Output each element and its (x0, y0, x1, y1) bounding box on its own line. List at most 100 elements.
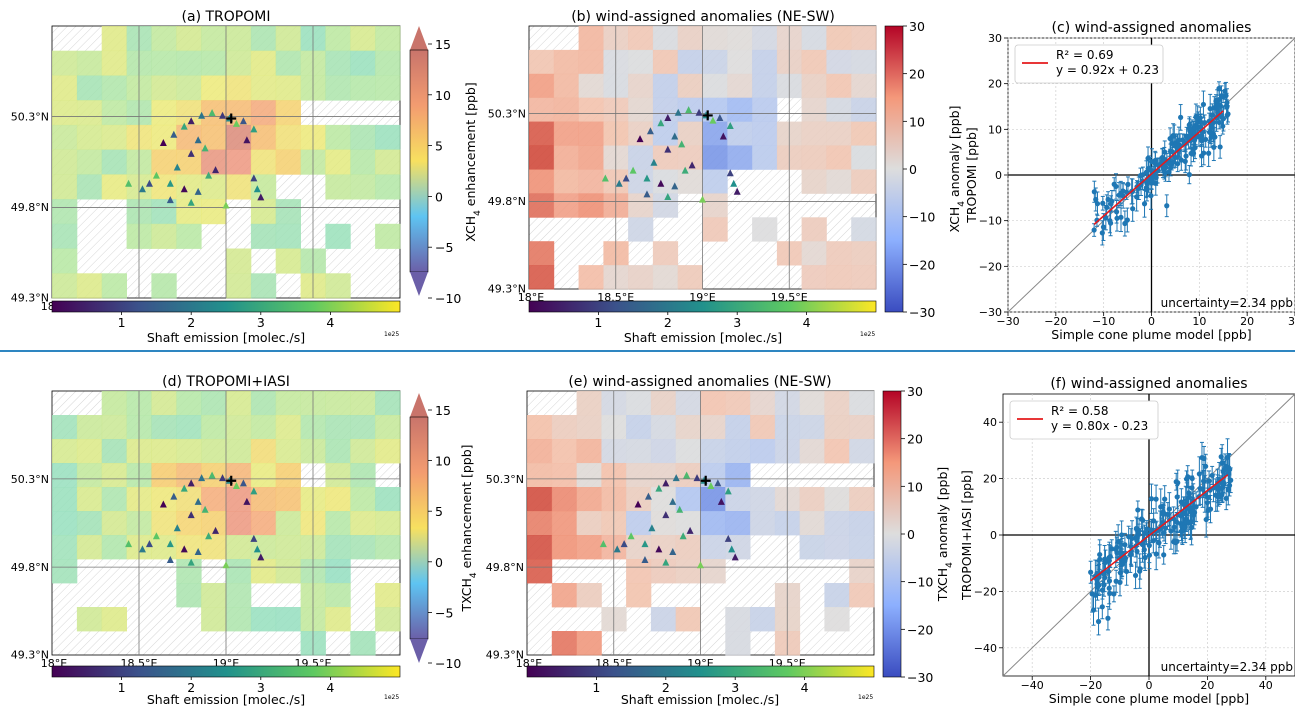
map-cell (750, 415, 776, 440)
scatter-point (1139, 541, 1146, 548)
map-cell (226, 391, 252, 416)
scatter-point (1216, 119, 1222, 126)
map-cell (626, 463, 652, 488)
map-cell (226, 50, 252, 76)
map-cell (76, 487, 103, 512)
map-cell (350, 439, 376, 464)
map-cell (849, 439, 875, 464)
shaft-marker (685, 106, 693, 114)
map-cell (325, 149, 351, 175)
shaft-marker (166, 179, 174, 187)
x-tick-label: −20 (1044, 315, 1067, 328)
map-cell (551, 463, 577, 488)
scatter-point (1113, 209, 1120, 215)
map-cell (250, 415, 277, 440)
scatter-point (1186, 520, 1192, 526)
map-cell (826, 241, 852, 266)
scatter-point (1207, 506, 1214, 512)
map-cell (578, 145, 604, 170)
shaft-colorbar-tick-label: 1 (594, 315, 602, 330)
shaft-marker (636, 135, 644, 143)
shaft-marker (125, 179, 133, 187)
map-cell (76, 124, 103, 150)
map-cell (226, 415, 252, 440)
scatter-point (1099, 230, 1105, 236)
map-cell (52, 511, 78, 536)
map-cell (652, 97, 679, 122)
map-cell (350, 391, 376, 416)
map-cell (76, 174, 103, 200)
scatter-point (1105, 196, 1111, 203)
map-cell (226, 511, 252, 536)
map-cell (652, 241, 679, 266)
map-cell (101, 75, 127, 101)
legend-r2-label: R² = 0.69 (1056, 48, 1114, 62)
shaft-marker (657, 119, 665, 127)
map-cell (677, 169, 703, 194)
map-cell (176, 583, 202, 608)
shaft-marker (170, 130, 178, 138)
panel-e-map-grid (527, 391, 874, 655)
map-lat-tick-label: 49.8°N (11, 201, 49, 214)
scatter-point (1149, 177, 1155, 183)
map-cell (275, 391, 301, 416)
map-cell (826, 97, 852, 122)
map-cell (226, 273, 252, 299)
scatter-point (1171, 524, 1177, 530)
map-cell (650, 439, 677, 464)
map-cell (578, 97, 604, 122)
scatter-title: (c) wind-assigned anomalies (1052, 20, 1252, 36)
anomaly-colorbar-tick-label: −10 (907, 575, 933, 590)
y-tick-label: −20 (979, 260, 1002, 273)
map-cell (325, 511, 351, 536)
shaft-marker (253, 545, 261, 553)
shaft-marker (243, 497, 251, 505)
map-cell (375, 535, 401, 560)
shaft-marker (194, 136, 202, 144)
scatter-point (1208, 129, 1214, 135)
map-cell (675, 391, 701, 416)
map-cell (375, 124, 401, 150)
map-cell (527, 415, 553, 440)
shaft-marker (212, 166, 220, 174)
y-tick-label: −20 (974, 585, 997, 598)
map-cell (101, 463, 127, 488)
map-cell (578, 49, 604, 75)
city-cross-marker (700, 475, 711, 486)
scatter-point (1201, 455, 1207, 462)
x-tick-label: 30 (1288, 315, 1295, 328)
panel-d-enhancement-colorbar-extend-bottom (410, 639, 428, 663)
scatter-point (1213, 98, 1219, 104)
map-cell (52, 149, 78, 175)
scatter-point (1175, 161, 1181, 167)
scatter-point (1207, 106, 1213, 112)
map-cell (201, 607, 227, 632)
map-cell (226, 26, 252, 52)
map-cell (226, 535, 252, 560)
scatter-point (1148, 193, 1154, 199)
map-cell (76, 100, 103, 126)
map-cell (578, 193, 604, 218)
scatter-point (1144, 526, 1150, 532)
map-cell (727, 97, 753, 122)
x-tick-label: −10 (1092, 315, 1115, 328)
shaft-marker (187, 558, 195, 566)
scatter-point (1103, 215, 1109, 221)
map-cell (551, 535, 577, 560)
map-cell (553, 193, 579, 218)
anomaly-colorbar-tick-label: −20 (907, 622, 933, 637)
y-tick-label: 0 (990, 529, 997, 542)
scatter-point (1152, 157, 1158, 164)
map-cell (350, 631, 376, 656)
map-cell (151, 273, 177, 299)
map-cell (799, 535, 825, 560)
scatter-point (1105, 615, 1111, 621)
map-cell (576, 439, 602, 464)
map-cell (151, 149, 177, 175)
shaft-marker (634, 500, 642, 508)
panel-e-shaft-markers (599, 471, 739, 569)
map-cell (727, 49, 753, 75)
map-cell (578, 73, 604, 99)
shaft-colorbar-tick-label: 4 (801, 680, 809, 695)
map-cell (529, 265, 555, 290)
